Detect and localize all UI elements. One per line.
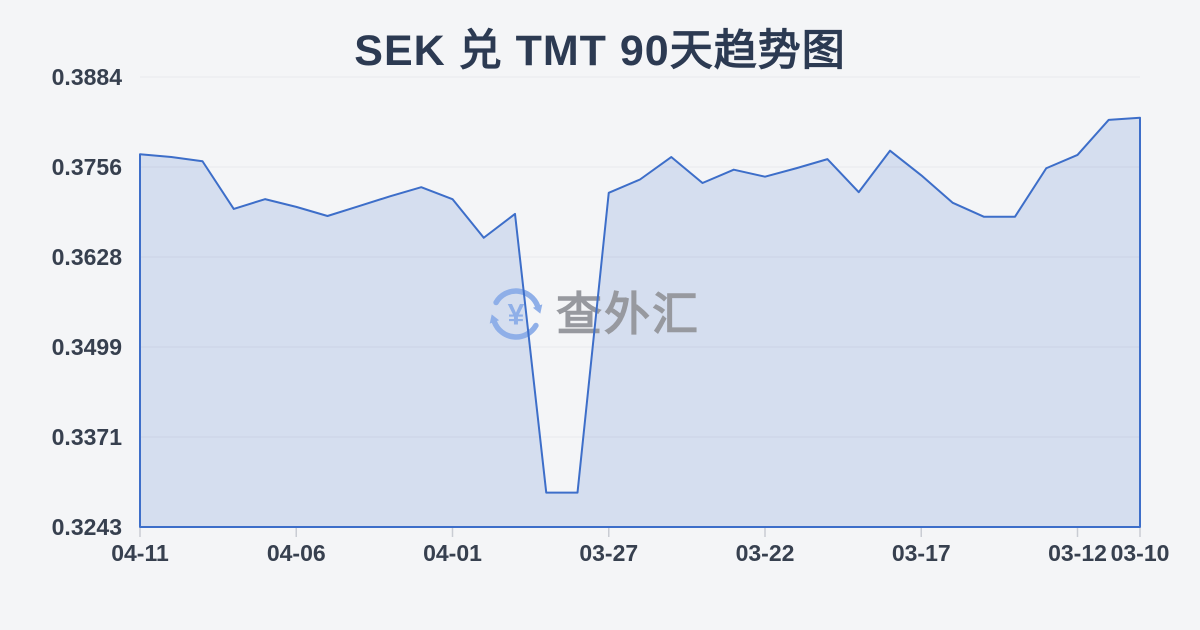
area-fill (140, 117, 1140, 527)
y-axis-label: 0.3499 (52, 334, 122, 360)
yen-symbol-icon: ¥ (508, 299, 525, 332)
x-axis-label: 04-11 (111, 540, 169, 566)
x-axis-label: 04-01 (423, 540, 482, 566)
y-axis-label: 0.3243 (52, 514, 122, 540)
trend-line (139, 116, 1141, 528)
x-axis-label: 03-27 (579, 540, 638, 566)
x-axis-label: 03-12 (1048, 540, 1107, 566)
x-axis-label: 03-10 (1111, 540, 1170, 566)
x-axis-label: 03-17 (892, 540, 951, 566)
trend-line-layer (139, 116, 1141, 528)
area-fill-layer (140, 117, 1140, 527)
y-axis-label: 0.3884 (52, 64, 123, 90)
chart-title: SEK 兑 TMT 90天趋势图 (354, 27, 846, 75)
y-axis-label: 0.3371 (52, 424, 123, 450)
y-axis-label: 0.3756 (52, 154, 122, 180)
x-axis-label: 03-22 (736, 540, 795, 566)
axis-labels-layer: 0.3884 0.3756 0.3628 0.3499 0.3371 0.324304-1… (52, 64, 1170, 566)
y-axis-label: 0.3628 (52, 244, 123, 270)
watermark-text: 查外汇 (556, 288, 700, 340)
x-axis-label: 04-06 (267, 540, 326, 566)
watermark: ¥ 查外汇 (489, 288, 700, 340)
currency-exchange-icon (489, 288, 543, 340)
